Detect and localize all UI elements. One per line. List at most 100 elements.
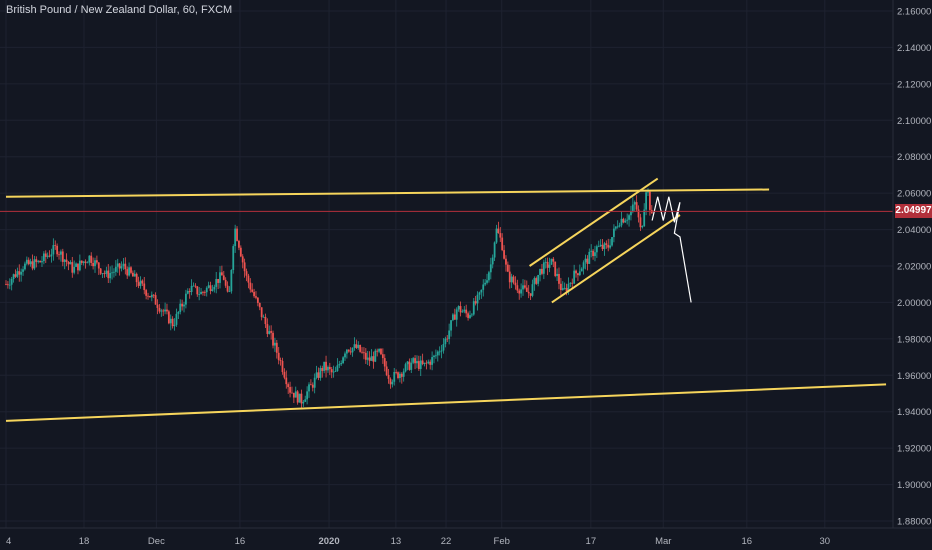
candle-body: [469, 315, 471, 318]
candle-body: [374, 350, 377, 362]
candle-body: [559, 283, 562, 291]
candle-body: [537, 274, 540, 284]
candle-body: [370, 356, 373, 361]
candle-body: [349, 351, 352, 353]
candle-body: [247, 275, 250, 283]
candle-body: [20, 271, 23, 275]
candle-body: [241, 256, 244, 263]
candle-body: [164, 309, 166, 312]
candle-body: [595, 246, 598, 253]
candle-body: [315, 372, 318, 378]
candle-body: [200, 291, 202, 295]
trendline-lower-support[interactable]: [5, 383, 887, 422]
candle-body: [364, 352, 367, 360]
candle-body: [446, 338, 449, 340]
price-axis[interactable]: 2.16000 2.14000 2.12000 2.10000 2.08000 2.060…: [892, 0, 931, 528]
candle-body: [287, 384, 290, 388]
candle-body: [217, 278, 220, 283]
candle-body: [173, 324, 176, 327]
candle-body: [75, 263, 77, 267]
candle-body: [459, 306, 462, 313]
price-tick-label: 1.98000: [897, 334, 931, 345]
candle-body: [558, 273, 560, 284]
candle-body: [614, 226, 617, 229]
candle-body: [518, 290, 521, 294]
price-tick-label: 2.10000: [897, 116, 931, 127]
candle-body: [453, 314, 456, 320]
time-axis[interactable]: 4 18 Dec 16 2020 13 22 Feb 17 Mar 16 30: [0, 527, 932, 547]
candle-body: [124, 263, 127, 270]
candle-body: [404, 364, 407, 372]
trendline-channel-bottom[interactable]: [551, 214, 681, 304]
candle-body: [645, 192, 648, 210]
candle-body: [69, 262, 72, 265]
candle-body: [205, 287, 208, 293]
time-tick-label: 18: [79, 536, 90, 547]
candle-body: [478, 292, 481, 295]
candle-body: [618, 225, 621, 227]
candle-body: [436, 351, 439, 356]
candle-body: [431, 357, 434, 365]
time-tick-label: 4: [6, 536, 11, 547]
candle-body: [158, 307, 161, 312]
candle-body: [169, 318, 172, 324]
candle-body: [506, 264, 509, 272]
candle-body: [222, 275, 225, 280]
projection-drawing[interactable]: [651, 196, 692, 303]
candle-body: [183, 304, 185, 307]
candle-body: [8, 284, 11, 286]
candle-body: [203, 292, 206, 293]
candle-body: [239, 247, 242, 257]
candle-body: [594, 252, 596, 257]
candle-body: [378, 348, 380, 352]
candle-body: [408, 361, 411, 370]
trendline-upper-resistance[interactable]: [5, 188, 770, 198]
time-tick-label: 16: [742, 536, 753, 547]
candle-body: [213, 286, 216, 290]
candle-body: [149, 296, 151, 298]
candle-body: [238, 240, 240, 248]
candle-body: [450, 320, 452, 331]
candle-body: [25, 259, 28, 264]
candle-body: [139, 280, 142, 286]
candle-body: [359, 345, 362, 352]
candle-body: [27, 259, 30, 265]
candle-body: [133, 273, 136, 277]
candle-body: [39, 260, 41, 263]
candle-body: [177, 311, 180, 314]
candle-body: [251, 289, 254, 292]
candle-body: [65, 259, 68, 262]
candle-body: [150, 294, 153, 298]
candle-body: [143, 283, 146, 291]
price-tick-label: 2.16000: [897, 7, 931, 18]
candle-body: [503, 250, 505, 259]
candle-body: [35, 259, 38, 262]
candle-body: [145, 290, 148, 296]
candle-body: [253, 291, 255, 297]
candle-body: [311, 384, 314, 388]
candle-body: [107, 270, 110, 279]
candle-body: [531, 284, 534, 296]
candle-body: [433, 355, 435, 358]
candle-body: [542, 262, 545, 274]
price-tick-label: 2.06000: [897, 189, 931, 200]
candle-body: [224, 279, 227, 286]
trendline-channel-top[interactable]: [529, 177, 659, 267]
candle-body: [510, 276, 513, 283]
candle-body: [118, 263, 121, 269]
candle-body: [42, 253, 45, 262]
candle-body: [643, 209, 646, 227]
candle-body: [141, 280, 144, 284]
candle-body: [152, 294, 155, 296]
candle-body: [111, 272, 113, 274]
candle-body: [402, 371, 405, 377]
candle-body: [31, 261, 34, 269]
candle-body: [461, 311, 464, 313]
trendline-annotations[interactable]: [5, 177, 887, 422]
candle-body: [499, 233, 502, 238]
candle-body: [381, 354, 384, 359]
candle-body: [571, 282, 574, 284]
candle-body: [546, 261, 549, 268]
candle-body: [277, 352, 280, 361]
